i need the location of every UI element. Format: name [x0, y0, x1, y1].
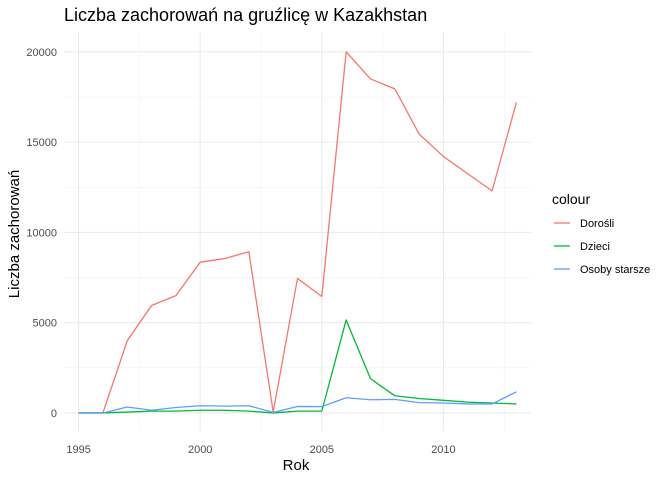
y-tick-label: 15000: [26, 137, 57, 149]
x-tick-label: 2005: [310, 444, 334, 456]
legend-item: Dzieci: [554, 241, 610, 253]
y-tick-label: 20000: [26, 47, 57, 59]
legend-item: Dorośli: [554, 218, 614, 230]
legend-title: colour: [552, 191, 590, 207]
grid-lines: [64, 32, 531, 431]
legend: colour Dorośli Dzieci Osoby starsze: [552, 191, 650, 276]
x-axis-title: Rok: [283, 457, 310, 474]
x-tick-label: 1995: [66, 444, 90, 456]
series-line-dorośli: [78, 51, 518, 414]
y-axis-ticks: 0 5000 10000 15000 20000: [26, 47, 57, 420]
legend-label: Osoby starsze: [580, 264, 650, 276]
x-axis-ticks: 1995 2000 2005 2010: [66, 444, 455, 456]
y-tick-label: 5000: [33, 318, 57, 330]
x-tick-label: 2010: [431, 444, 455, 456]
series-line-dzieci: [78, 319, 517, 414]
legend-items: Dorośli Dzieci Osoby starsze: [554, 218, 650, 276]
legend-label: Dorośli: [580, 218, 614, 230]
legend-item: Osoby starsze: [554, 264, 650, 276]
y-tick-label: 10000: [26, 227, 57, 239]
legend-label: Dzieci: [580, 241, 610, 253]
series-lines: [78, 51, 518, 414]
y-axis-title: Liczba zachorowań: [6, 170, 23, 298]
series-line-osoby-starsze: [78, 391, 517, 414]
y-tick-label: 0: [51, 408, 57, 420]
chart-title: Liczba zachorowań na gruźlicę w Kazakhst…: [64, 5, 427, 25]
x-tick-label: 2000: [188, 444, 212, 456]
